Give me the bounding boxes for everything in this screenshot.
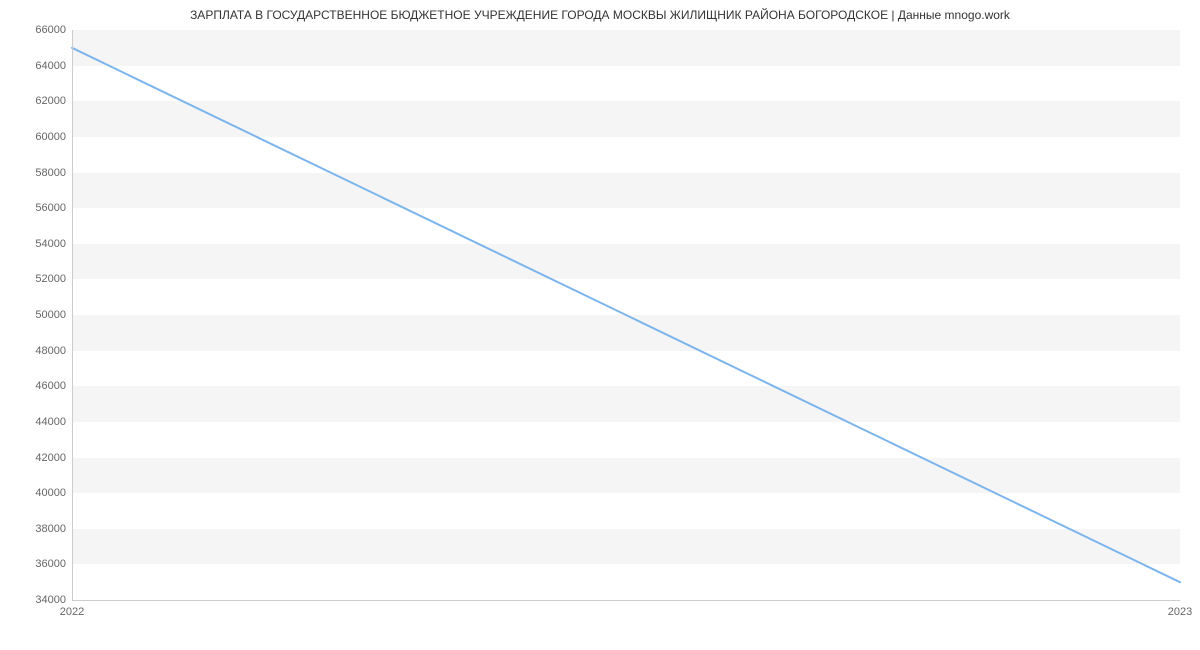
chart-title: ЗАРПЛАТА В ГОСУДАРСТВЕННОЕ БЮДЖЕТНОЕ УЧР… [0,8,1200,22]
y-tick-label: 58000 [35,167,72,179]
y-tick-label: 54000 [35,238,72,250]
y-axis-line [72,30,73,600]
y-tick-label: 40000 [35,487,72,499]
y-tick-label: 66000 [35,24,72,36]
y-tick-label: 44000 [35,416,72,428]
y-tick-label: 64000 [35,60,72,72]
y-tick-label: 60000 [35,131,72,143]
y-tick-label: 46000 [35,380,72,392]
plot-area: 3400036000380004000042000440004600048000… [72,30,1180,600]
y-tick-label: 62000 [35,95,72,107]
x-axis-line [72,600,1180,601]
y-tick-label: 52000 [35,273,72,285]
y-tick-label: 48000 [35,345,72,357]
x-tick-label: 2023 [1168,600,1192,618]
y-tick-label: 50000 [35,309,72,321]
y-tick-label: 42000 [35,452,72,464]
series-line-salary [72,48,1180,582]
line-layer [72,30,1180,600]
y-tick-label: 56000 [35,202,72,214]
x-tick-label: 2022 [60,600,84,618]
y-tick-label: 36000 [35,558,72,570]
chart-container: ЗАРПЛАТА В ГОСУДАРСТВЕННОЕ БЮДЖЕТНОЕ УЧР… [0,0,1200,650]
y-tick-label: 38000 [35,523,72,535]
